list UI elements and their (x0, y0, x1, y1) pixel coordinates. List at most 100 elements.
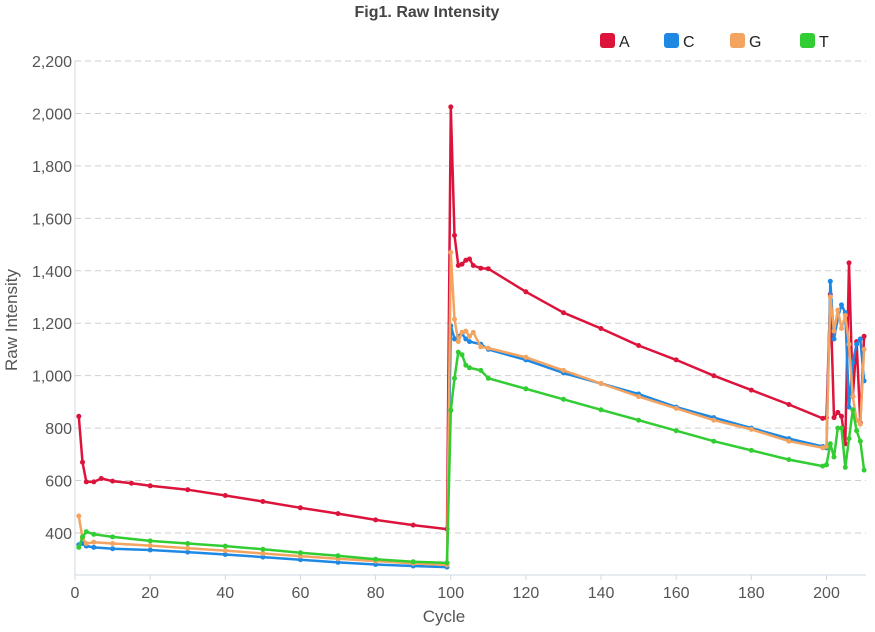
data-point (83, 479, 89, 485)
data-point (147, 483, 153, 489)
data-point (452, 316, 457, 322)
data-point (748, 447, 754, 453)
data-point (470, 263, 476, 268)
data-point (824, 444, 829, 449)
y-tick-label: 1,200 (32, 316, 72, 333)
series-a (76, 104, 867, 532)
data-point (83, 541, 89, 546)
data-point (842, 312, 848, 318)
x-tick-label: 60 (292, 585, 310, 602)
data-point (335, 511, 341, 517)
series-line-g (77, 251, 866, 567)
data-point (561, 396, 566, 402)
legend-swatch (800, 33, 815, 48)
data-point (410, 522, 416, 528)
data-point (110, 534, 116, 540)
data-point (673, 405, 679, 411)
data-point (523, 386, 529, 392)
legend-swatch (600, 33, 615, 48)
data-point (373, 517, 379, 523)
data-point (260, 551, 266, 556)
data-point (854, 341, 860, 347)
data-point (523, 289, 529, 295)
data-point (842, 464, 848, 470)
data-point (831, 454, 837, 460)
x-tick-label: 0 (71, 585, 80, 602)
data-point (76, 413, 82, 419)
data-point (861, 467, 867, 473)
data-point (839, 413, 844, 419)
grid (75, 60, 866, 534)
data-point (297, 557, 303, 563)
y-tick-label: 400 (45, 526, 72, 543)
data-point (831, 328, 837, 334)
series-g (76, 249, 867, 568)
data-point (80, 534, 85, 540)
y-tick-label: 800 (45, 421, 72, 438)
data-point (839, 326, 844, 331)
data-point (91, 539, 97, 545)
x-tick-label: 200 (813, 585, 840, 602)
data-point (636, 417, 642, 423)
data-point (98, 476, 104, 481)
data-point (297, 505, 303, 511)
data-point (373, 556, 379, 562)
data-point (448, 104, 454, 110)
data-point (335, 553, 341, 559)
data-point (824, 462, 829, 468)
data-point (444, 560, 450, 566)
data-point (827, 441, 833, 447)
data-point (846, 260, 852, 266)
data-point (478, 344, 484, 350)
data-point (857, 438, 863, 444)
x-tick-label: 20 (141, 585, 159, 602)
data-point (748, 426, 754, 432)
data-point (459, 261, 465, 267)
data-point (147, 538, 153, 544)
data-point (636, 343, 642, 348)
data-point (335, 559, 341, 565)
data-point (459, 329, 465, 335)
data-point (598, 381, 604, 386)
data-point (786, 402, 792, 407)
data-point (467, 333, 472, 339)
data-point (846, 341, 852, 347)
legend-item-c: C (664, 33, 695, 51)
data-point (76, 544, 82, 550)
data-point (260, 499, 266, 504)
data-point (410, 559, 416, 565)
legend-item-a: A (600, 33, 630, 51)
y-tick-label: 2,000 (32, 106, 72, 123)
data-point (463, 336, 469, 342)
x-tick-label: 40 (216, 585, 234, 602)
data-point (467, 365, 472, 371)
y-tick-label: 1,600 (32, 211, 72, 228)
data-point (110, 541, 116, 546)
x-tick-label: 160 (663, 585, 690, 602)
data-point (827, 294, 833, 300)
data-point (711, 417, 717, 423)
x-tick-label: 80 (367, 585, 385, 602)
legend-label: A (619, 34, 630, 51)
data-point (185, 541, 191, 546)
data-point (636, 394, 642, 400)
data-point (467, 339, 472, 345)
data-point (786, 438, 792, 444)
data-point (452, 232, 457, 238)
data-point (850, 394, 856, 400)
data-point (185, 549, 191, 555)
data-point (485, 266, 491, 272)
data-point (110, 546, 116, 552)
data-point (831, 415, 837, 421)
data-point (463, 362, 469, 368)
data-point (478, 367, 484, 373)
legend-label: C (683, 34, 695, 51)
data-point (222, 493, 228, 498)
y-tick-label: 2,200 (32, 54, 72, 71)
data-point (222, 552, 228, 557)
series-line-a (77, 105, 866, 531)
legend-swatch (730, 33, 745, 48)
x-tick-label: 140 (588, 585, 615, 602)
data-point (820, 415, 826, 421)
